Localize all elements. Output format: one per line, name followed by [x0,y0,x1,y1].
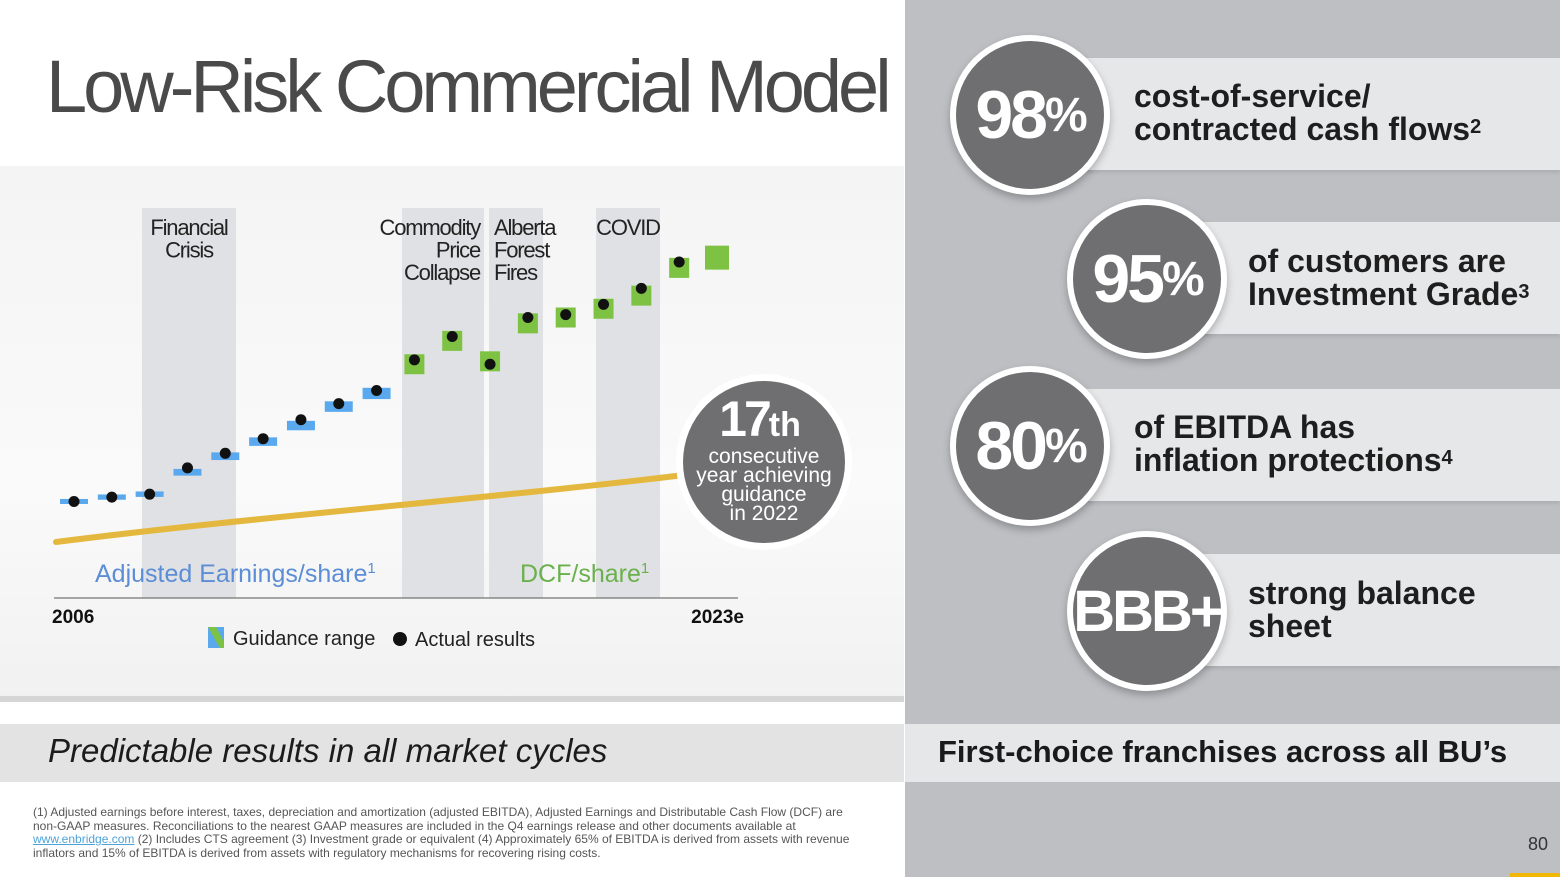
legend-guidance-swatch-accent [208,627,224,648]
guidance-range [286,420,315,431]
stat-line: sheet [1248,608,1332,644]
page-title: Low-Risk Commercial Model [46,45,892,128]
left-banner [0,724,904,782]
page-number: 80 [1527,834,1548,854]
stat-unit: % [1161,252,1205,306]
stat-circle: 95% [1067,199,1227,359]
stat-text: of customers are Investment Grade3 [1248,245,1529,311]
stat-text: of EBITDA has inflation protections4 [1134,411,1453,477]
stat-circle: 80% [950,366,1110,526]
x-tick-start: 2006 [52,607,94,628]
badge-text-line: consecutive [709,445,820,468]
stat-text: strong balance sheet [1248,577,1476,643]
actual-result-dot [144,488,156,500]
badge-text-line: year achieving [696,464,831,487]
event-label: Collapse [404,260,481,285]
event-label: Crisis [165,238,214,263]
stat-line: Investment Grade [1248,276,1519,312]
badge-suffix: th [769,406,801,444]
footnote-ref: 2 [1470,116,1482,138]
event-label: Price [436,238,481,263]
stat-band [1032,389,1560,501]
actual-result-dot [560,309,572,321]
actual-result-dot [522,312,534,324]
stat-value: 95 [1092,241,1165,317]
event-band [142,208,236,598]
right-banner [905,724,1560,782]
x-tick-end: 2023e [691,607,744,628]
event-label: Fires [494,260,538,285]
actual-result-dot [408,354,420,366]
stat-line: of customers are [1248,243,1506,279]
left-banner-text: Predictable results in all market cycles [48,732,608,769]
actual-result-dot [673,256,685,268]
event-label: COVID [596,215,660,240]
actual-result-dot [295,414,307,426]
stat-value: 98 [975,77,1048,153]
footnote: (1) Adjusted earnings before interest, t… [33,805,853,860]
actual-result-dot [484,358,496,370]
event-band [402,208,484,598]
actual-result-dot [68,495,80,507]
footnote-ref: 3 [1518,281,1530,303]
event-label: Forest [494,238,550,263]
actual-result-dot [598,298,610,310]
guidance-range [705,245,729,270]
stat-circle: 98% [950,35,1110,195]
footnote-ref: 1 [641,560,649,577]
event-label: Alberta [494,215,557,240]
legend-actual-dot [393,632,407,646]
footnote-text-1: (1) Adjusted earnings before interest, t… [33,805,843,833]
stat-circle: BBB+ [1067,531,1227,691]
stat-line: cost-of-service/ [1134,78,1371,114]
stat-value: 80 [975,408,1048,484]
stat-text: cost-of-service/ contracted cash flows2 [1134,80,1481,146]
badge-text-line: in 2022 [730,502,799,525]
series-label-dcf: DCF/share1 [520,560,649,588]
actual-result-dot [371,385,383,397]
actual-result-dot [181,462,193,474]
actual-result-dot [219,447,231,459]
badge-circle [683,381,845,543]
event-band [596,208,660,598]
legend-label-guidance: Guidance range [233,628,375,650]
event-band [489,208,543,598]
stat-line: of EBITDA has [1134,409,1356,445]
stat-value: BBB+ [1073,578,1224,644]
stat-line: strong balance [1248,575,1476,611]
stat-band [1032,58,1560,170]
legend-label-actual: Actual results [415,629,535,651]
page-accent-bar [1510,873,1560,877]
guidance-range [631,285,652,306]
badge-text-line: guidance [721,483,806,506]
actual-result-dot [446,331,458,342]
actual-result-dot [257,433,269,445]
actual-result-dot [635,282,647,294]
stat-unit: % [1044,419,1088,473]
growth-arrow-line [53,469,711,545]
series-label-earnings: Adjusted Earnings/share1 [95,560,376,588]
stat-line: contracted cash flows [1134,111,1471,147]
stat-unit: % [1044,88,1088,142]
stat-line: inflation protections [1134,442,1442,478]
footnote-ref: 1 [367,560,375,577]
event-label: Financial [150,215,228,240]
footnote-ref: 4 [1441,447,1453,469]
right-banner-text: First-choice franchises across all BU’s [938,734,1508,769]
footnote-text-2: (2) Includes CTS agreement (3) Investmen… [33,832,850,860]
enbridge-link[interactable]: www.enbridge.com [33,832,135,846]
actual-result-dot [333,398,345,410]
event-label: Commodity [380,215,482,240]
actual-result-dot [106,491,118,503]
